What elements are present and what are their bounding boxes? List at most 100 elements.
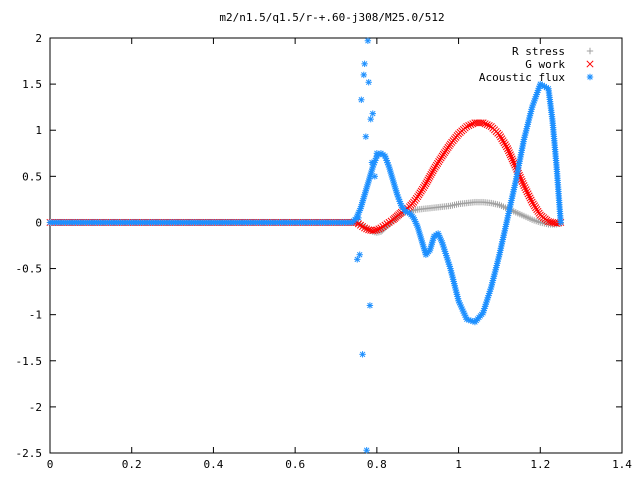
data-point-cross: [375, 225, 383, 233]
data-point-star: [369, 110, 376, 117]
data-point-cross: [505, 149, 513, 157]
x-tick-label: 0.6: [285, 458, 305, 471]
data-point-cross: [524, 190, 532, 198]
data-point-cross: [477, 119, 485, 127]
data-point-cross: [469, 120, 477, 128]
data-point-cross: [483, 121, 491, 129]
data-point-cross: [510, 159, 518, 167]
data-point-cross: [363, 225, 371, 233]
data-point-cross: [423, 178, 431, 186]
data-point-star: [368, 159, 376, 166]
data-point-cross: [495, 131, 503, 139]
data-point-star: [360, 71, 367, 79]
data-point-cross: [427, 170, 435, 179]
data-point-cross: [507, 153, 515, 161]
data-point-cross: [519, 179, 527, 188]
data-point-star: [371, 173, 379, 180]
data-point-cross: [546, 218, 555, 226]
data-point-cross: [508, 155, 516, 163]
data-point-star: [358, 96, 365, 103]
data-point-cross: [522, 186, 530, 194]
data-point-cross: [521, 184, 529, 192]
x-tick-label: 0.4: [203, 458, 223, 471]
data-point-cross: [371, 226, 379, 234]
data-point-cross: [504, 147, 513, 155]
plot-frame: [49, 37, 623, 454]
x-tick-label: 0.8: [367, 458, 387, 471]
y-tick-label: 0: [35, 216, 42, 229]
data-point-star: [356, 251, 363, 258]
x-tick-label: 0: [47, 458, 54, 471]
data-point-cross: [424, 176, 432, 184]
data-point-cross: [426, 172, 434, 180]
data-point-star: [364, 37, 372, 44]
legend-label: Acoustic flux: [479, 71, 565, 84]
data-point-star: [361, 60, 368, 68]
data-point-star: [366, 302, 374, 309]
data-point-star: [367, 115, 374, 123]
data-point-cross: [498, 135, 506, 143]
data-point-star: [354, 256, 361, 263]
data-point-cross: [467, 121, 475, 129]
y-tick-label: 2: [35, 32, 42, 45]
x-tick-label: 1: [455, 458, 462, 471]
data-point-star: [365, 79, 372, 86]
y-tick-label: -1: [29, 309, 42, 322]
data-point-star: [362, 133, 370, 140]
data-point-cross: [425, 174, 433, 182]
data-point-plus: [586, 47, 594, 55]
series-layer: [46, 37, 565, 454]
y-tick-label: 0.5: [22, 170, 42, 183]
data-point-cross: [517, 175, 525, 183]
data-point-star: [557, 219, 564, 226]
data-point-cross: [548, 218, 557, 226]
data-point-cross: [509, 157, 517, 165]
data-point-cross: [525, 192, 533, 200]
data-point-cross: [501, 141, 509, 149]
data-point-cross: [422, 180, 430, 188]
data-point-star: [363, 447, 370, 454]
data-point-cross: [481, 120, 489, 128]
x-tick-label: 1.2: [530, 458, 550, 471]
data-point-cross: [586, 60, 594, 68]
data-point-cross: [465, 122, 473, 130]
legend-item: G work: [525, 58, 594, 71]
y-tick-label: -2: [29, 401, 42, 414]
data-point-cross: [502, 143, 510, 151]
data-point-cross: [553, 219, 561, 227]
y-tick-label: -2.5: [16, 447, 43, 460]
plot-border: [49, 37, 623, 454]
y-tick-label: 1.5: [22, 78, 42, 91]
data-point-star: [383, 157, 390, 164]
data-point-cross: [497, 133, 505, 141]
data-point-cross: [429, 167, 437, 175]
data-point-cross: [520, 182, 528, 190]
data-point-cross: [365, 226, 373, 234]
chart-title: m2/n1.5/q1.5/r-+.60-j308/M25.0/512: [219, 11, 444, 24]
data-point-cross: [361, 224, 369, 232]
series-acoustic-flux: [46, 80, 564, 326]
y-tick-label: -1.5: [16, 355, 43, 368]
data-point-cross: [527, 196, 535, 204]
data-point-cross: [518, 177, 526, 186]
data-point-cross: [523, 188, 531, 196]
data-point-cross: [479, 119, 487, 127]
y-tick-label: -0.5: [16, 263, 43, 276]
series-r-stress: [46, 198, 564, 236]
y-tick-label: 1: [35, 124, 42, 137]
series-g-work: [46, 119, 565, 235]
x-tick-label: 1.4: [612, 458, 632, 471]
data-point-star: [373, 150, 381, 157]
data-point-cross: [485, 122, 493, 130]
x-axis: 0 0.2 0.4 0.6 0.8 1 1.2 1.4: [47, 38, 632, 471]
legend-label: R stress: [512, 45, 565, 58]
data-point-cross: [500, 139, 508, 147]
data-point-cross: [463, 122, 471, 131]
data-point-star: [586, 73, 594, 81]
data-point-cross: [544, 217, 553, 226]
data-point-cross: [369, 227, 377, 235]
x-tick-label: 0.2: [122, 458, 142, 471]
legend-item: R stress: [512, 45, 594, 58]
